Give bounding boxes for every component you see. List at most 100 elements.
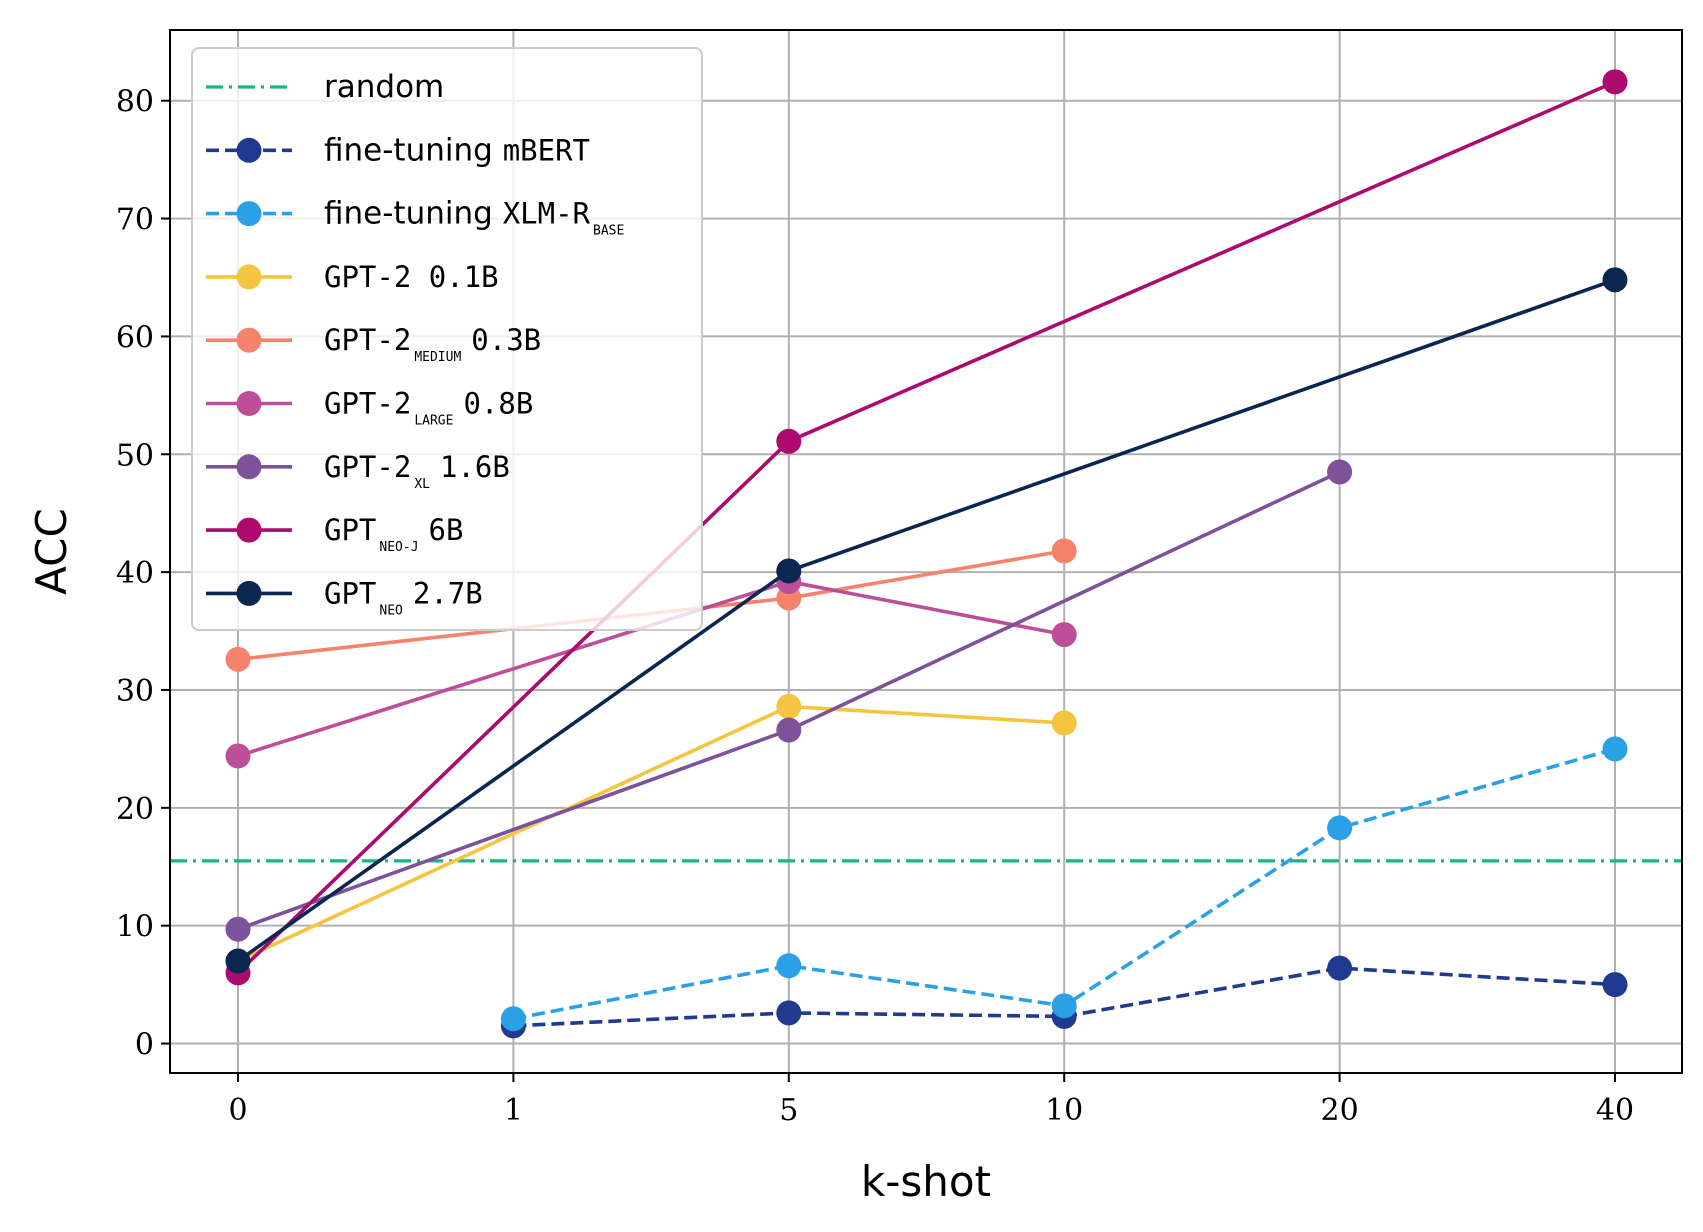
plot-frame <box>169 29 1683 1074</box>
legend-item: GPTNEO 2.7B <box>206 576 483 618</box>
data-point <box>776 953 802 979</box>
legend-item: fine-tuning XLM-RBASE <box>206 196 624 239</box>
legend-label-subscript: BASE <box>593 224 624 239</box>
legend-label-size: 0.8B <box>463 387 533 421</box>
legend-handle-marker <box>236 264 262 290</box>
data-point <box>1602 736 1628 762</box>
data-point <box>776 717 802 743</box>
legend-label: random <box>324 69 444 105</box>
legend-label: GPT-2LARGE 0.8B <box>324 387 533 429</box>
y-tick-label: 40 <box>116 556 154 591</box>
data-point <box>1051 622 1077 648</box>
y-tick-label: 20 <box>116 792 154 827</box>
data-point <box>776 428 802 454</box>
legend-item: GPT-2MEDIUM 0.3B <box>206 323 541 365</box>
series-6 <box>225 69 1628 986</box>
legend-handle-marker <box>236 327 262 353</box>
legend-label: GPT-2XL 1.6B <box>324 450 510 492</box>
legend-label-size: 1.6B <box>440 450 510 484</box>
data-point <box>776 558 802 584</box>
y-tick-label: 30 <box>116 674 154 709</box>
legend-label-subscript: NEO <box>379 603 403 618</box>
data-point <box>1051 538 1077 564</box>
legend-handle-marker <box>236 517 262 543</box>
data-point <box>225 743 251 769</box>
legend-label: GPTNEO-J 6B <box>324 513 463 555</box>
legend-label-model: GPT <box>324 576 376 610</box>
legend-item: GPT-2XL 1.6B <box>206 450 510 492</box>
legend-handle-marker <box>236 580 262 606</box>
data-point <box>225 916 251 942</box>
x-tick-label: 1 <box>504 1093 523 1128</box>
x-axis-ticks: 0 1 5 10 20 40 <box>228 1073 1634 1128</box>
legend-label-model: GPT-2 <box>324 450 411 484</box>
data-point <box>776 693 802 719</box>
data-point <box>776 1000 802 1026</box>
x-tick-label: 20 <box>1321 1093 1359 1128</box>
legend-label-subscript: XL <box>414 477 430 492</box>
data-point <box>1327 815 1353 841</box>
data-point <box>225 646 251 672</box>
series-1 <box>500 736 1628 1032</box>
data-point <box>1051 710 1077 736</box>
y-tick-label: 10 <box>116 910 154 945</box>
legend-label-model: GPT-2 <box>324 387 411 421</box>
legend-item: GPT-2 0.1B <box>206 260 499 294</box>
series-2 <box>225 693 1077 974</box>
x-axis-title: k-shot <box>861 1157 991 1206</box>
legend-label-model: mBERT <box>503 133 590 167</box>
legend-label: GPT-2 0.1B <box>324 260 499 294</box>
legend-label: GPTNEO 2.7B <box>324 576 483 618</box>
legend-label-prefix: fine-tuning <box>324 132 503 168</box>
x-tick-label: 10 <box>1045 1093 1083 1128</box>
series-layer <box>225 69 1628 1039</box>
y-tick-label: 0 <box>135 1028 154 1063</box>
data-point <box>225 948 251 974</box>
legend-item: random <box>206 69 444 105</box>
data-point <box>1327 955 1353 981</box>
legend-handle-marker <box>236 201 262 227</box>
legend-label-size: 0.3B <box>471 323 541 357</box>
legend-label-size: 6B <box>429 513 464 547</box>
y-tick-label: 80 <box>116 85 154 120</box>
legend-label: fine-tuning XLM-RBASE <box>324 196 624 239</box>
series-line <box>237 704 1065 963</box>
legend-box <box>191 47 703 631</box>
data-point <box>500 1006 526 1032</box>
series-5 <box>225 459 1353 942</box>
legend-label-model: GPT <box>324 513 376 547</box>
data-point <box>1051 993 1077 1019</box>
legend-label: fine-tuning mBERT <box>324 132 590 168</box>
x-tick-label: 5 <box>779 1093 798 1128</box>
y-tick-label: 60 <box>116 320 154 355</box>
series-3 <box>225 538 1077 672</box>
legend-label-size: 2.7B <box>413 576 483 610</box>
legend-handle-marker <box>236 454 262 480</box>
legend-label-subscript: MEDIUM <box>414 350 461 365</box>
data-point <box>1602 69 1628 95</box>
series-7 <box>225 267 1628 974</box>
legend-label-subscript: NEO-J <box>379 540 418 555</box>
data-point <box>1602 972 1628 998</box>
data-point <box>1327 459 1353 485</box>
x-tick-label: 0 <box>228 1093 247 1128</box>
legend-label-model: XLM-R <box>503 197 591 231</box>
y-tick-label: 50 <box>116 438 154 473</box>
y-axis-ticks: 0 10 20 30 40 50 60 70 80 <box>116 85 170 1063</box>
legend-label-prefix: fine-tuning <box>324 196 503 232</box>
legend-label-subscript: LARGE <box>414 414 453 429</box>
legend-label-model: GPT-2 <box>324 260 411 294</box>
x-tick-label: 40 <box>1596 1093 1634 1128</box>
legend-label: GPT-2MEDIUM 0.3B <box>324 323 541 365</box>
legend-handle-marker <box>236 137 262 163</box>
legend-item: fine-tuning mBERT <box>206 132 590 168</box>
legend-handle-marker <box>236 391 262 416</box>
data-point <box>1602 267 1628 293</box>
legend-label-size: 0.1B <box>411 260 498 294</box>
y-axis-title: ACC <box>27 508 76 595</box>
y-tick-label: 70 <box>116 203 154 238</box>
legend-item: GPTNEO-J 6B <box>206 513 463 555</box>
legend-label-model: GPT-2 <box>324 323 411 357</box>
